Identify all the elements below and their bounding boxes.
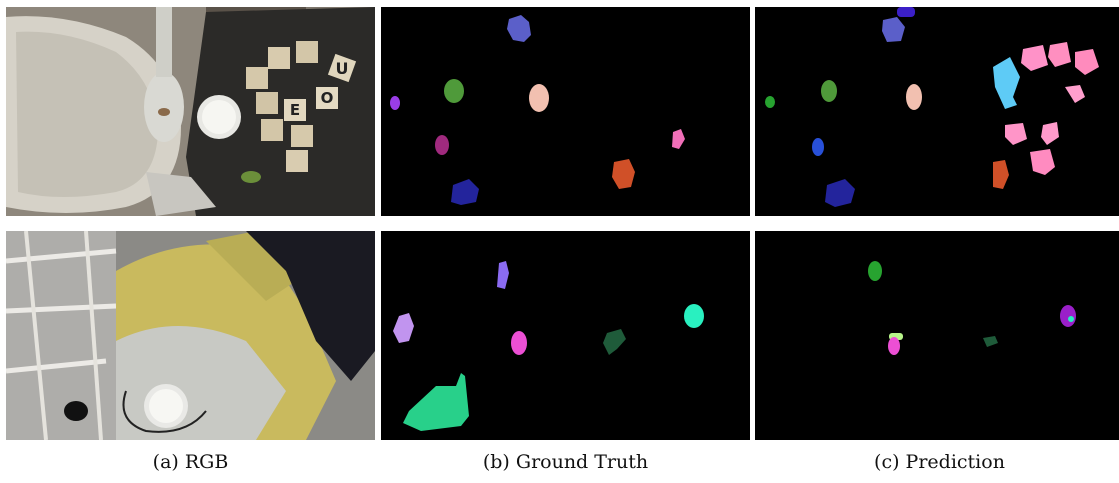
caption-prediction: (c) Prediction <box>874 451 1005 473</box>
rgb-image-row2 <box>6 231 375 440</box>
ground-truth-mask-row1 <box>381 7 750 216</box>
rgb-image-row1: U E O <box>6 7 375 216</box>
prediction-mask-row1 <box>755 7 1119 216</box>
black-cloth <box>246 231 375 381</box>
tile-letter: U <box>336 59 349 78</box>
ground-truth-mask-row2 <box>381 231 750 440</box>
caption-rgb: (a) RGB <box>152 451 229 473</box>
caption-ground-truth: (b) Ground Truth <box>482 451 649 473</box>
board-shape <box>186 7 375 216</box>
tile-letter: E <box>290 101 300 119</box>
tile-letter: O <box>321 89 334 107</box>
prediction-mask-row2 <box>755 231 1119 440</box>
spoon-shape <box>144 72 184 142</box>
